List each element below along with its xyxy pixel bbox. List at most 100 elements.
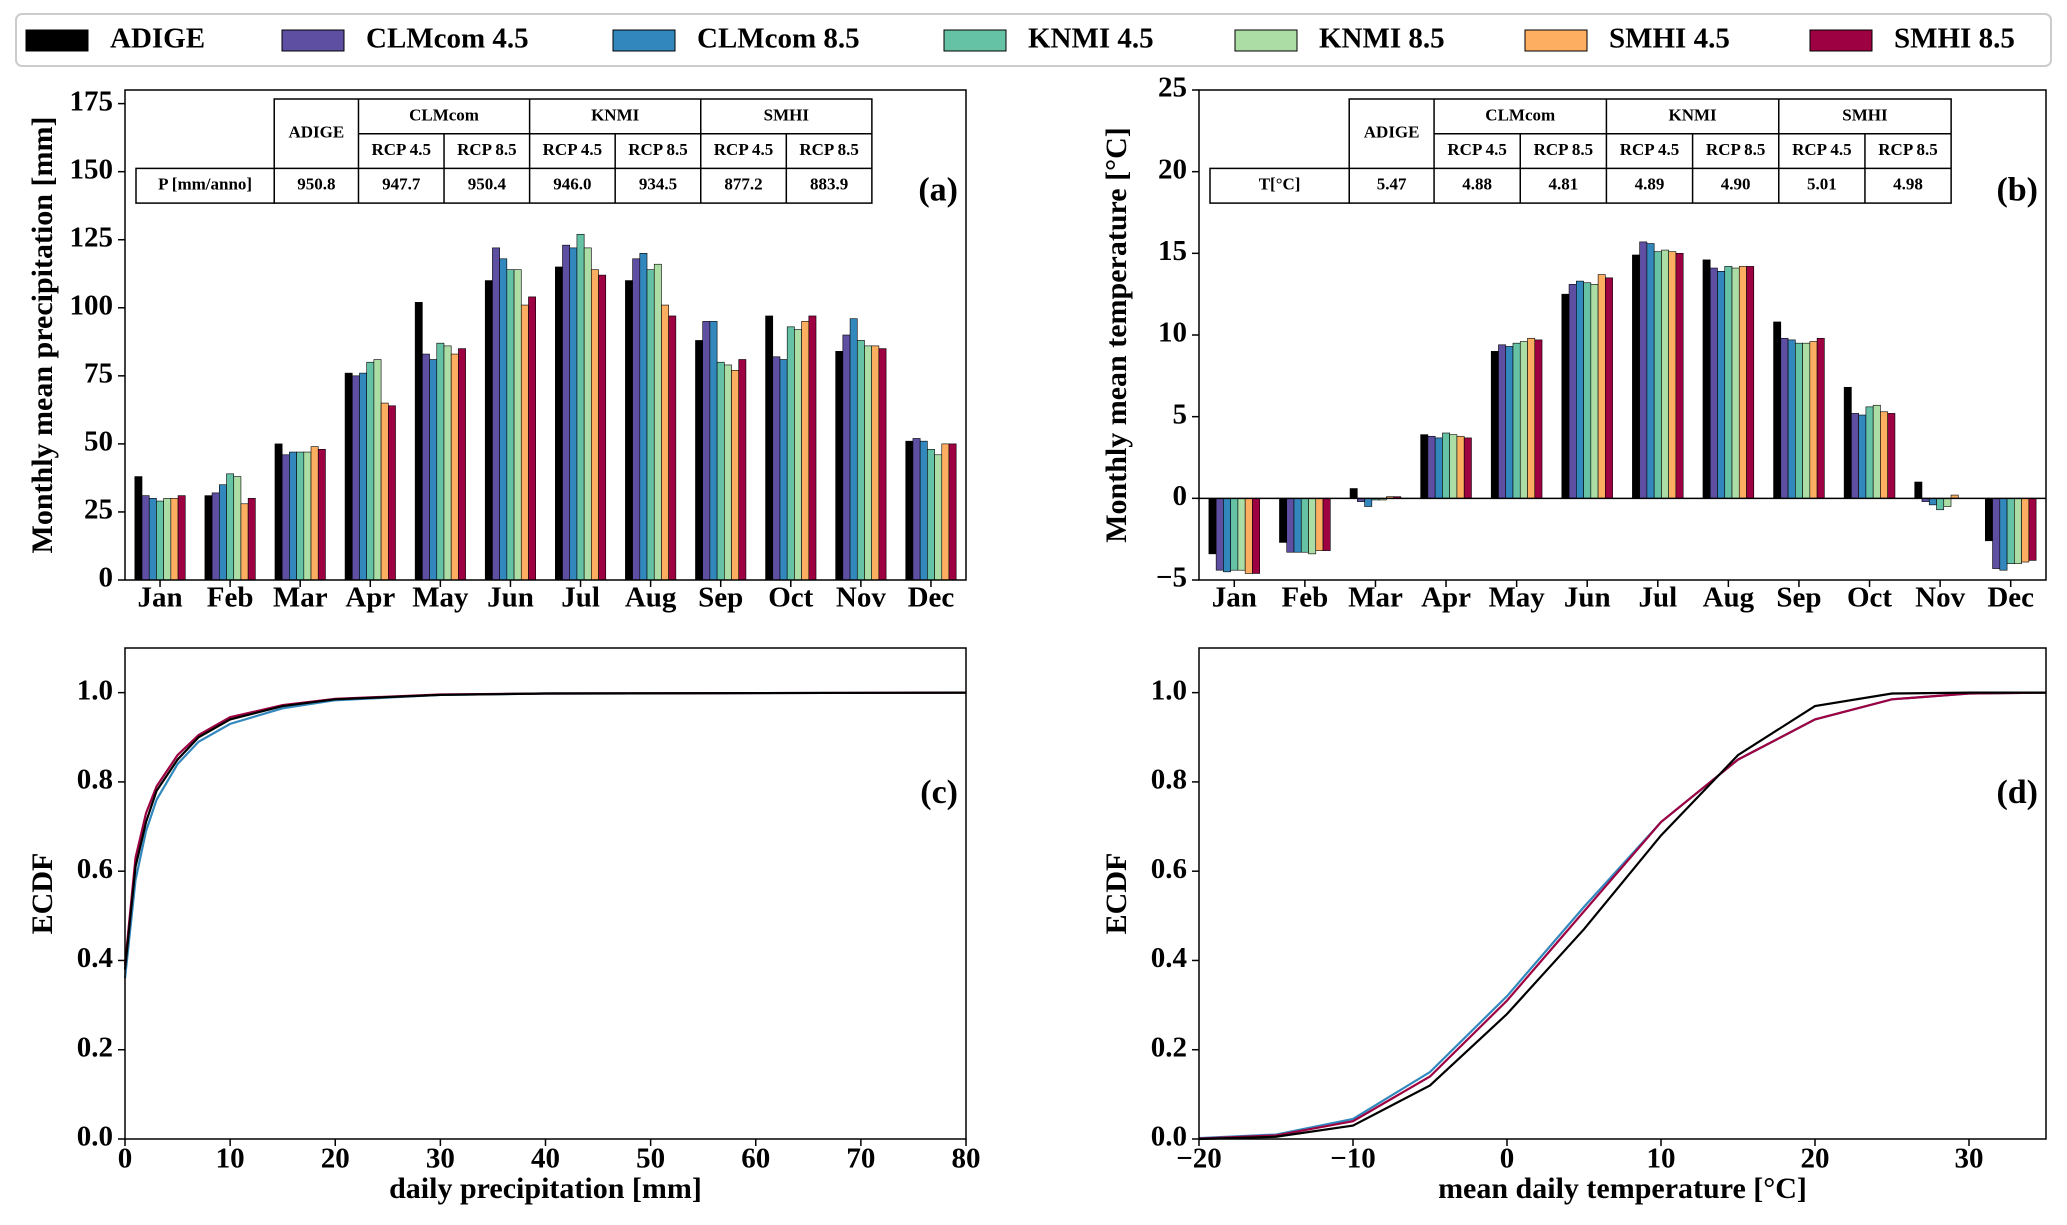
bar: [562, 244, 571, 581]
y-tick-label: 100: [70, 289, 114, 321]
y-tick-label: 0.6: [77, 853, 113, 885]
table-cell: RCP 4.5: [372, 140, 432, 159]
bar: [927, 449, 935, 581]
bar: [1456, 435, 1465, 499]
y-tick-label: 0.0: [1151, 1121, 1187, 1153]
x-tick-label: Sep: [698, 582, 743, 614]
bar: [443, 345, 452, 581]
x-tick-label: 80: [952, 1143, 981, 1175]
bar: [1590, 284, 1599, 499]
bar: [240, 503, 249, 581]
bar: [856, 340, 865, 581]
x-tick-label: 30: [426, 1143, 455, 1175]
bar: [219, 484, 227, 581]
bar: [247, 498, 256, 581]
bar: [1928, 498, 1937, 506]
bar: [871, 345, 880, 581]
bar: [1653, 251, 1662, 499]
y-tick-label: 0.6: [1151, 853, 1187, 885]
bar: [436, 342, 445, 581]
bar: [1773, 321, 1782, 499]
bar: [1639, 241, 1648, 499]
bar: [1252, 498, 1261, 574]
bar: [1490, 351, 1499, 499]
bar: [849, 318, 858, 581]
x-tick-label: Jun: [487, 582, 534, 614]
table-cell: 4.88: [1462, 175, 1492, 194]
bar: [1223, 498, 1231, 573]
y-axis-label: Monthly mean precipitation [mm]: [26, 117, 59, 554]
x-tick-label: 10: [1647, 1143, 1676, 1175]
bar: [429, 359, 438, 581]
bar: [303, 451, 312, 581]
bar: [1843, 386, 1852, 499]
y-tick-label: 10: [1158, 317, 1187, 349]
bar: [1709, 267, 1718, 499]
bar: [1780, 337, 1789, 499]
panel-label: (a): [918, 172, 958, 209]
table-cell: RCP 4.5: [543, 140, 603, 159]
bar: [591, 269, 599, 581]
table-cell: 4.90: [1721, 175, 1751, 194]
ecdf-line: [123, 691, 967, 970]
x-tick-label: Aug: [625, 582, 677, 614]
bar: [204, 495, 213, 581]
legend-label: ADIGE: [110, 23, 205, 55]
bar: [1237, 498, 1246, 571]
bar: [1992, 498, 2001, 569]
legend-swatch: [1809, 29, 1873, 52]
bar: [310, 446, 319, 581]
bar: [1349, 488, 1358, 499]
table-cell: RCP 8.5: [799, 140, 859, 159]
bar: [808, 315, 817, 581]
bar: [716, 361, 725, 581]
bar: [1583, 282, 1592, 499]
bar: [919, 440, 928, 581]
table-cell: KNMI: [1669, 105, 1718, 124]
bar: [1605, 277, 1613, 499]
x-tick-label: Feb: [207, 582, 254, 614]
bar: [211, 492, 220, 581]
bar: [1880, 411, 1888, 499]
table-cell: RCP 4.5: [714, 140, 774, 159]
bar: [794, 329, 802, 581]
bar: [1914, 481, 1923, 499]
legend-swatch: [943, 29, 1007, 52]
bar: [724, 364, 732, 581]
bar: [695, 340, 703, 581]
bar: [1999, 498, 2008, 571]
bar: [661, 304, 669, 581]
legend-label: CLMcom 4.5: [366, 23, 529, 55]
bar: [1286, 498, 1295, 553]
y-axis-label: ECDF: [1100, 853, 1133, 935]
bar: [801, 321, 810, 581]
bar: [1322, 498, 1331, 551]
bar: [772, 356, 781, 581]
bar: [653, 263, 662, 581]
bar: [731, 370, 740, 581]
table-cell: ADIGE: [1364, 123, 1420, 142]
bar: [422, 353, 430, 581]
x-tick-label: Dec: [908, 582, 955, 614]
table-cell: 934.5: [639, 175, 677, 194]
ecdf-line: [1198, 691, 2046, 1141]
legend-swatch: [1234, 29, 1298, 52]
bar: [141, 495, 150, 581]
y-tick-label: 20: [1158, 153, 1187, 185]
bar: [134, 476, 143, 581]
bar: [380, 402, 389, 581]
bar: [156, 500, 164, 581]
x-tick-label: 30: [1955, 1143, 1984, 1175]
x-tick-label: Feb: [1282, 582, 1329, 614]
table-cell: 5.47: [1377, 175, 1407, 194]
bar: [2014, 498, 2022, 564]
bar: [842, 334, 851, 581]
bar: [528, 296, 536, 581]
bar: [1463, 437, 1472, 499]
bar: [1668, 251, 1677, 499]
bar: [344, 372, 353, 581]
bar: [414, 302, 423, 581]
x-tick-label: Mar: [273, 582, 328, 614]
legend-label: CLMcom 8.5: [697, 23, 860, 55]
y-tick-label: 25: [1158, 72, 1187, 104]
